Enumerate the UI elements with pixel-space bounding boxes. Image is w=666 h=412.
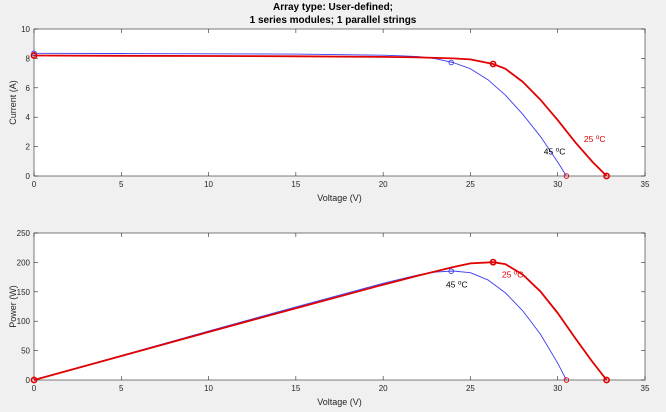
- x-axis-label: Voltage (V): [317, 193, 362, 203]
- x-tick-label: 0: [32, 384, 37, 393]
- y-axis-label: Power (W): [8, 285, 18, 328]
- x-axis-label: Voltage (V): [317, 397, 362, 407]
- series-marker: [448, 268, 454, 274]
- x-tick-label: 15: [291, 180, 300, 189]
- series-label-25c: 25 oC: [502, 270, 524, 280]
- series-marker: [30, 52, 38, 59]
- axes-frame: [33, 232, 646, 381]
- series-line-25c: [33, 261, 608, 381]
- series-marker: [603, 376, 610, 384]
- x-tick-label: 10: [204, 384, 213, 393]
- x-tick-label: 20: [379, 384, 388, 393]
- current-voltage-plot: 0 5 10 15 20 25 30 35 0 2 4 6 8 10 Voltage (V) Current …: [8, 25, 650, 203]
- series-line-25c: [33, 54, 608, 177]
- figure-title-line-1: Array type: User-defined;: [273, 2, 393, 13]
- x-tick-label: 5: [119, 384, 124, 393]
- y-tick-label: 0: [26, 172, 31, 181]
- x-tick-label: 35: [641, 384, 650, 393]
- series-label-45c: 45 oC: [544, 147, 566, 157]
- series-marker: [448, 59, 454, 66]
- series-marker: [563, 173, 570, 179]
- x-tick-label: 30: [553, 384, 562, 393]
- x-tick-label: 35: [641, 180, 650, 189]
- series-label-25c: 25 oC: [584, 134, 606, 144]
- figure-title-line-2: 1 series modules; 1 parallel strings: [250, 15, 417, 26]
- y-tick-label: 2: [26, 143, 31, 152]
- series-marker: [603, 172, 610, 180]
- y-tick-label: 100: [17, 317, 31, 326]
- x-tick-label: 20: [379, 180, 388, 189]
- power-voltage-plot: 0 5 10 15 20 25 30 35 0 50 100 150 200 250 Voltage (V)…: [8, 229, 650, 407]
- series-label-45c: 45 oC: [446, 280, 468, 290]
- y-tick-label: 8: [26, 54, 31, 63]
- y-tick-label: 150: [17, 288, 31, 297]
- x-tick-label: 10: [204, 180, 213, 189]
- y-tick-label: 200: [17, 258, 31, 267]
- series-line-45c: [33, 270, 567, 381]
- x-tick-label: 5: [119, 180, 124, 189]
- series-marker: [563, 377, 570, 383]
- x-tick-label: 25: [466, 180, 475, 189]
- x-tick-label: 25: [466, 384, 475, 393]
- series-line-45c: [33, 52, 567, 177]
- y-axis-label: Current (A): [8, 80, 18, 125]
- y-tick-label: 0: [26, 376, 31, 385]
- x-tick-label: 15: [291, 384, 300, 393]
- series-marker: [489, 258, 497, 266]
- y-tick-label: 250: [17, 229, 31, 238]
- y-tick-label: 10: [21, 25, 30, 34]
- y-tick-label: 4: [26, 113, 31, 122]
- y-tick-label: 50: [21, 347, 30, 356]
- y-tick-label: 6: [26, 84, 31, 93]
- series-marker: [30, 376, 38, 384]
- x-tick-label: 0: [32, 180, 37, 189]
- series-marker: [489, 60, 497, 68]
- x-tick-label: 30: [553, 180, 562, 189]
